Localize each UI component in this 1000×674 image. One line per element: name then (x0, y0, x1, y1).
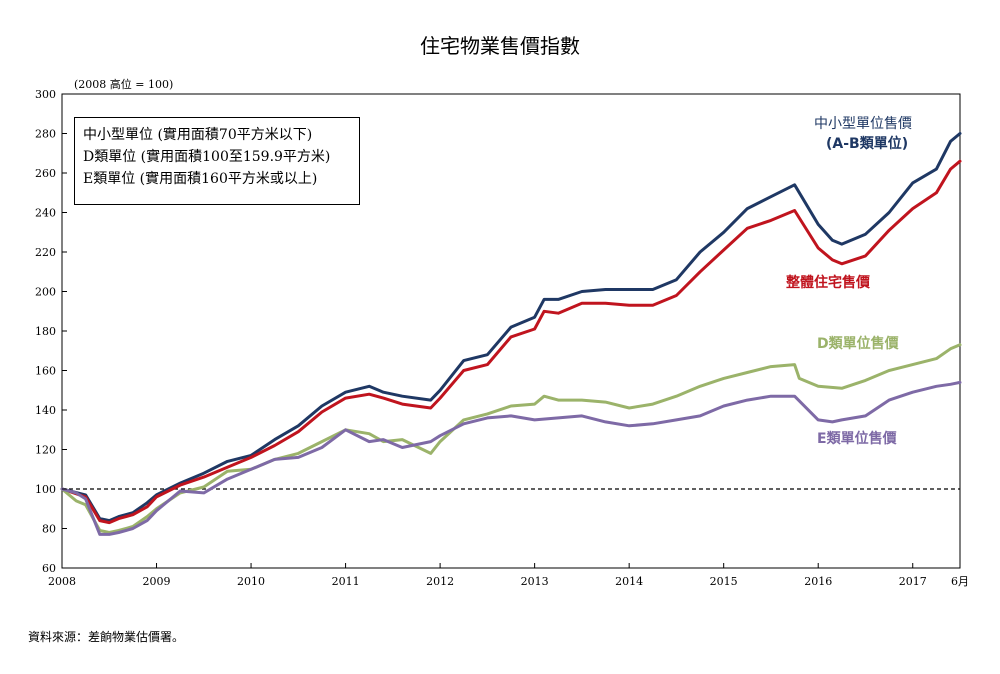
series-label-small-units: 中小型單位售價 (A-B類單位) (814, 114, 912, 154)
y-tick-label: 160 (35, 365, 56, 378)
series-label-overall: 整體住宅售價 (786, 275, 870, 291)
series-line-1 (60, 159, 962, 525)
x-tick-label: 2012 (426, 575, 454, 588)
y-tick-label: 300 (35, 88, 56, 101)
y-tick-label: 120 (35, 444, 56, 457)
series-label-class-e: E類單位售價 (817, 431, 897, 447)
x-tick-label: 2010 (237, 575, 265, 588)
x-tick-label: 2014 (615, 575, 643, 588)
legend-entry-class-e: E類單位 (實用面積160平方米或以上) (83, 171, 318, 187)
series-label-small-units-line2: (A-B類單位) (826, 136, 909, 152)
y-tick-label: 100 (35, 483, 56, 496)
legend-box: 中小型單位 (實用面積70平方米以下) D類單位 (實用面積100至159.9平… (74, 117, 360, 205)
series-label-class-d: D類單位售價 (817, 336, 899, 352)
y-tick-label: 200 (35, 286, 56, 299)
series-label-small-units-line1: 中小型單位售價 (814, 116, 912, 132)
x-tick-label: 2016 (804, 575, 832, 588)
series-line-0 (60, 132, 962, 523)
y-tick-label: 280 (35, 128, 56, 141)
x-tick-label: 2015 (710, 575, 738, 588)
unit-note: (2008 高位 = 100) (74, 78, 174, 91)
legend-entry-class-d: D類單位 (實用面積100至159.9平方米) (83, 149, 331, 165)
x-tick-label: 2017 (899, 575, 927, 588)
y-tick-label: 240 (35, 207, 56, 220)
series-line-2 (60, 343, 962, 534)
chart-title: 住宅物業售價指數 (420, 34, 580, 58)
y-tick-label: 220 (35, 246, 56, 259)
source-note: 資料來源：差餉物業估價署。 (28, 630, 185, 644)
x-tick-label: 2009 (143, 575, 171, 588)
x-tick-label: 2011 (332, 575, 360, 588)
legend-entry-small: 中小型單位 (實用面積70平方米以下) (83, 127, 313, 143)
y-tick-label: 180 (35, 325, 56, 338)
x-tick-label: 2013 (521, 575, 549, 588)
y-tick-label: 60 (42, 562, 56, 575)
x-end-label: 6月 (951, 575, 969, 588)
y-tick-label: 80 (42, 523, 56, 536)
x-tick-label: 2008 (48, 575, 76, 588)
y-tick-label: 140 (35, 404, 56, 417)
y-tick-label: 260 (35, 167, 56, 180)
series-line-3 (60, 380, 962, 536)
